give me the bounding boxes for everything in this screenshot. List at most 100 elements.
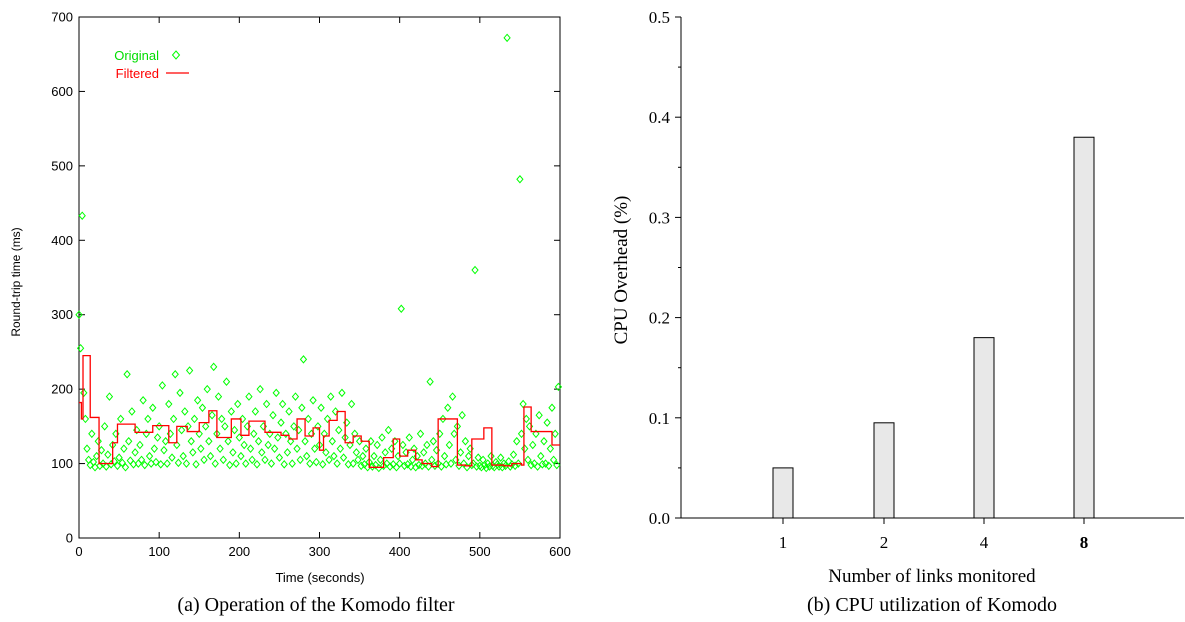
original-point xyxy=(261,455,269,465)
right-x-tick-label: 1 xyxy=(779,533,788,552)
original-point xyxy=(543,418,551,427)
original-point xyxy=(190,414,199,424)
original-point xyxy=(535,410,543,420)
original-point xyxy=(290,422,298,431)
original-point xyxy=(450,429,458,439)
original-point xyxy=(327,392,335,401)
original-point xyxy=(301,436,309,446)
original-point xyxy=(139,396,147,405)
original-point xyxy=(299,355,308,364)
left-y-tick-label: 700 xyxy=(51,10,73,25)
original-point xyxy=(553,460,561,470)
original-point xyxy=(195,429,203,439)
original-point xyxy=(182,459,191,468)
original-point xyxy=(202,422,210,431)
original-point xyxy=(336,444,345,453)
original-point xyxy=(177,425,186,435)
original-point xyxy=(185,366,194,375)
original-point xyxy=(137,455,146,465)
original-point xyxy=(309,396,317,405)
original-point xyxy=(513,436,521,446)
original-point xyxy=(408,455,417,465)
original-point xyxy=(373,440,381,450)
original-point xyxy=(497,453,505,462)
original-point xyxy=(270,444,279,453)
original-point xyxy=(418,461,426,471)
original-point xyxy=(149,403,157,413)
right-y-tick-labels: 0.0 0.1 0.2 0.3 0.4 0.5 xyxy=(649,8,671,528)
right-y-tick-label: 0.5 xyxy=(649,8,670,27)
original-point xyxy=(304,414,312,424)
original-point xyxy=(169,414,178,424)
original-point xyxy=(248,455,256,465)
original-point xyxy=(349,459,357,468)
legend-marker-original xyxy=(171,50,181,60)
original-point xyxy=(464,451,473,461)
original-point xyxy=(296,455,304,465)
left-y-tick-label: 300 xyxy=(51,307,73,322)
original-point xyxy=(200,455,208,465)
original-point xyxy=(230,425,239,435)
original-point xyxy=(272,388,280,398)
original-point xyxy=(328,436,336,446)
original-point xyxy=(286,436,295,446)
original-point xyxy=(468,460,476,470)
original-point xyxy=(214,392,223,401)
original-point xyxy=(511,461,519,471)
original-point xyxy=(161,436,170,446)
original-point xyxy=(407,462,415,471)
right-y-tick-label: 0.4 xyxy=(649,108,671,127)
original-point xyxy=(323,414,332,424)
original-point xyxy=(278,399,287,409)
original-point xyxy=(429,436,437,446)
original-point xyxy=(193,396,202,405)
original-point xyxy=(153,433,162,442)
original-point xyxy=(152,457,160,467)
original-point xyxy=(480,460,489,470)
original-point xyxy=(131,448,139,457)
caption-right: (b) CPU utilization of Komodo xyxy=(807,594,1057,616)
original-point xyxy=(367,436,375,446)
original-point xyxy=(423,440,431,450)
original-point xyxy=(184,422,192,431)
original-point xyxy=(376,455,385,465)
original-point xyxy=(254,436,263,446)
original-point xyxy=(144,414,152,424)
left-y-tick-label: 500 xyxy=(51,158,73,173)
original-point xyxy=(78,211,86,220)
left-x-tick-labels: 0 100 200 300 400 500 600 xyxy=(75,544,570,559)
original-point xyxy=(211,459,219,468)
original-point xyxy=(527,460,535,470)
original-point xyxy=(404,460,412,469)
original-point xyxy=(238,414,247,424)
original-point xyxy=(548,403,556,413)
original-point xyxy=(537,451,545,461)
original-point xyxy=(521,444,529,453)
left-x-axis-label: Time (seconds) xyxy=(275,570,364,585)
original-point xyxy=(105,392,114,401)
original-point xyxy=(118,458,126,468)
original-point xyxy=(416,429,425,439)
right-y-tick-label: 0.2 xyxy=(649,309,670,328)
original-point xyxy=(346,440,354,450)
original-point xyxy=(229,448,237,457)
original-point xyxy=(227,407,235,416)
original-point xyxy=(102,462,110,471)
filtered-series-line xyxy=(79,355,560,468)
original-point xyxy=(306,459,314,468)
original-point xyxy=(158,381,167,390)
original-point xyxy=(269,410,277,420)
original-point xyxy=(174,458,183,468)
bar xyxy=(873,422,895,519)
original-point xyxy=(203,384,211,394)
original-point xyxy=(524,455,532,465)
original-point xyxy=(187,436,195,446)
original-point xyxy=(242,459,250,468)
original-point xyxy=(210,362,218,372)
original-point xyxy=(197,444,205,453)
original-point xyxy=(176,388,184,398)
left-y-tick-label: 600 xyxy=(51,84,73,99)
legend-label-filtered: Filtered xyxy=(116,66,159,81)
original-point xyxy=(126,456,134,465)
original-point xyxy=(76,343,85,353)
